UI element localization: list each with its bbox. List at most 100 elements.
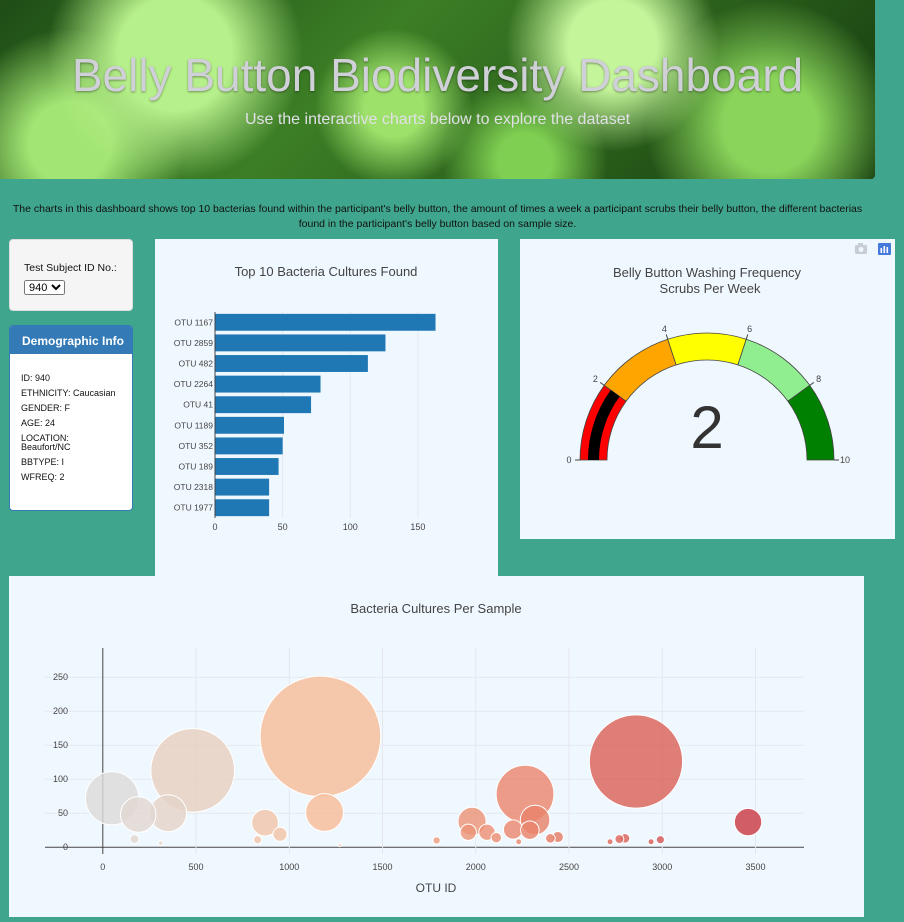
demographic-body: ID: 940 ETHNICITY: Caucasian GENDER: F A… — [10, 354, 132, 482]
page-title: Belly Button Biodiversity Dashboard — [71, 49, 804, 101]
bar — [215, 375, 321, 393]
bubble — [259, 675, 382, 798]
gauge-title: Belly Button Washing Frequency — [613, 265, 802, 280]
gauge-tick-label: 10 — [840, 455, 850, 465]
gauge-band — [737, 338, 811, 402]
plotly-logo-icon[interactable] — [878, 243, 891, 255]
gauge-tick — [665, 334, 669, 340]
bar-chart-panel: Top 10 Bacteria Cultures Found 0 50 100 150… — [155, 239, 498, 576]
bar — [215, 355, 368, 372]
bubble-chart-panel: Bacteria Cultures Per Sample OTU ID 0 50 1… — [9, 576, 864, 917]
bubble — [545, 833, 556, 844]
bubble-x-tick-label: 500 — [189, 862, 204, 872]
bubble-x-tick-label: 0 — [100, 862, 105, 872]
gauge-tick — [745, 334, 749, 340]
header-banner: Belly Button Biodiversity Dashboard Use … — [0, 0, 875, 179]
gauge-tick-label: 0 — [566, 455, 571, 465]
bar-category-label: OTU 41 — [183, 400, 213, 410]
bar — [215, 396, 312, 414]
gauge-band — [787, 384, 835, 461]
bubble-x-tick-label: 1500 — [373, 862, 393, 872]
bar-category-label: OTU 2859 — [174, 338, 213, 348]
gauge-value-label: 2 — [690, 394, 723, 461]
bar-category-label: OTU 1189 — [174, 420, 213, 430]
bar-category-label: OTU 482 — [179, 359, 214, 369]
bubble — [606, 838, 614, 846]
bar — [215, 437, 283, 455]
bubble — [515, 838, 523, 846]
subject-selector-label: Test Subject ID No.: — [24, 262, 117, 274]
subject-id-select[interactable]: 940 — [24, 280, 65, 295]
demo-row-age: AGE: 24 — [21, 418, 56, 428]
bar — [215, 478, 270, 496]
gauge-chart: Belly Button Washing Frequency Scrubs Pe… — [566, 243, 891, 465]
gauge-tick-label: 2 — [593, 374, 598, 384]
bar-category-label: OTU 2264 — [174, 379, 213, 389]
bubble-y-tick-label: 0 — [63, 842, 68, 852]
bubble — [157, 840, 164, 846]
bubble-x-tick-label: 2500 — [559, 862, 579, 872]
bubble-chart-title: Bacteria Cultures Per Sample — [350, 601, 521, 616]
bubble — [251, 808, 279, 837]
bubble-x-tick-label: 3000 — [652, 862, 672, 872]
bar-category-label: OTU 2318 — [174, 482, 213, 492]
camera-icon[interactable] — [855, 243, 867, 254]
bar-x-tick-label: 50 — [278, 522, 288, 532]
bubble — [272, 826, 288, 842]
demo-row-location: LOCATION: Beaufort/NC — [21, 433, 71, 452]
bar-chart-title: Top 10 Bacteria Cultures Found — [235, 264, 418, 279]
gauge-subtitle: Scrubs Per Week — [660, 281, 761, 296]
bar-category-label: OTU 1977 — [174, 503, 213, 513]
bubble — [253, 835, 263, 845]
demographic-card: Demographic Info ID: 940 ETHNICITY: Cauc… — [9, 325, 133, 511]
bubble — [655, 835, 665, 845]
bubble — [119, 796, 157, 833]
bar-chart: Top 10 Bacteria Cultures Found 0 50 100 150… — [174, 264, 436, 532]
demo-row-bbtype: BBTYPE: I — [21, 457, 65, 467]
gauge-tick — [599, 382, 605, 386]
bar-x-tick-label: 150 — [410, 522, 425, 532]
subject-selector-card: Test Subject ID No.: 940 — [9, 239, 133, 311]
bubble-y-tick-label: 50 — [58, 808, 68, 818]
gauge-tick-label: 8 — [816, 374, 821, 384]
gauge-tick — [809, 382, 815, 386]
bubble-x-axis-label: OTU ID — [416, 881, 457, 895]
demo-row-ethnicity: ETHNICITY: Caucasian — [21, 388, 116, 398]
bar — [215, 416, 284, 434]
demo-row-id: ID: 940 — [21, 373, 51, 383]
bar-x-tick-label: 0 — [212, 522, 217, 532]
bubble-x-tick-label: 1000 — [279, 862, 299, 872]
intro-text: The charts in this dashboard shows top 1… — [12, 203, 863, 230]
gauge-value-bar — [588, 390, 620, 460]
bubble — [432, 836, 441, 845]
bubble — [647, 838, 655, 846]
bubble-y-tick-label: 250 — [53, 672, 68, 682]
bar — [215, 313, 436, 331]
bubble-x-tick-label: 2000 — [466, 862, 486, 872]
demo-row-wfreq: WFREQ: 2 — [21, 472, 65, 482]
bubble — [150, 728, 236, 813]
bar — [215, 499, 270, 517]
bar-category-label: OTU 189 — [179, 462, 214, 472]
page-subtitle: Use the interactive charts below to expl… — [244, 111, 631, 128]
bubble — [502, 819, 524, 840]
bubble — [520, 820, 540, 840]
gauge-band — [667, 332, 747, 366]
bubble-y-tick-label: 200 — [53, 706, 68, 716]
bar-category-label: OTU 1167 — [174, 317, 213, 327]
bubble-y-tick-label: 150 — [53, 740, 68, 750]
bubble-chart: Bacteria Cultures Per Sample OTU ID 0 50 1… — [45, 601, 804, 895]
bubble — [490, 832, 502, 844]
bubble-y-tick-label: 100 — [53, 774, 68, 784]
bubble — [614, 834, 625, 844]
bar — [215, 458, 279, 475]
bubble — [588, 714, 684, 809]
bubble — [305, 793, 344, 832]
demographic-title: Demographic Info — [10, 326, 132, 354]
gauge-tick-label: 4 — [662, 324, 667, 334]
gauge-band — [603, 338, 677, 402]
bubble — [459, 823, 477, 841]
gauge-tick-label: 6 — [747, 324, 752, 334]
bar-x-tick-label: 100 — [343, 522, 358, 532]
bar — [215, 334, 386, 352]
